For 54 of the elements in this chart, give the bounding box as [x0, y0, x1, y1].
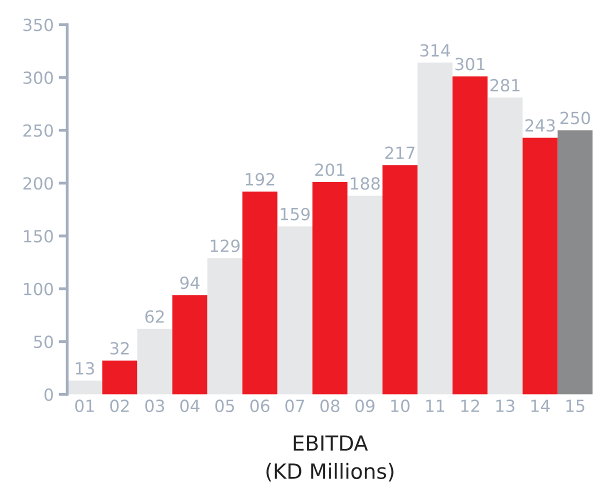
x-tick-label: 09 [355, 400, 374, 412]
bar [522, 138, 558, 394]
x-tick-label: 01 [75, 400, 94, 412]
data-label: 32 [110, 342, 129, 355]
bar [488, 98, 523, 394]
y-tick-label: 0 [44, 388, 53, 401]
bar [277, 226, 312, 394]
bar [67, 380, 102, 394]
data-label: 129 [210, 240, 240, 252]
y-tick-label: 200 [23, 177, 53, 190]
y-tick-label: 350 [23, 18, 53, 32]
data-label: 188 [350, 177, 380, 190]
x-tick-label: 14 [531, 400, 550, 412]
x-tick-label: 07 [285, 400, 304, 412]
x-tick-label: 12 [461, 400, 479, 412]
x-tick-label: 11 [426, 400, 444, 412]
bar [102, 360, 138, 394]
data-label: 94 [180, 276, 200, 290]
y-tick-label: 150 [24, 230, 53, 243]
bar [418, 62, 453, 394]
bar [558, 130, 593, 394]
y-tick-label: 100 [24, 282, 53, 296]
bar [382, 165, 418, 394]
data-label: 250 [560, 112, 590, 124]
x-tick-label: 06 [250, 400, 270, 412]
x-tick-label: 15 [566, 400, 584, 412]
y-tick-label: 50 [34, 336, 53, 348]
x-tick-label: 03 [145, 400, 164, 412]
x-axis-title: EBITDA (KD Millions) [266, 435, 394, 482]
x-tick-label: 05 [215, 400, 234, 412]
bar [172, 295, 208, 394]
bar [207, 258, 242, 394]
bar [312, 182, 348, 394]
x-tick-label: 13 [496, 400, 514, 412]
x-tick-label: 10 [391, 400, 410, 412]
bar [137, 328, 172, 394]
data-label: 217 [385, 146, 414, 159]
data-label: 159 [280, 208, 310, 220]
x-tick-label: 04 [180, 400, 200, 412]
data-label: 314 [420, 44, 450, 57]
data-label: 192 [246, 172, 274, 186]
x-tick-label: 02 [110, 400, 129, 412]
bar [242, 192, 278, 394]
x-tick-label: 08 [320, 400, 340, 412]
data-label: 13 [76, 362, 94, 375]
data-label: 201 [315, 163, 344, 176]
data-label: 301 [455, 58, 484, 70]
bar [347, 196, 382, 394]
y-tick-label: 250 [23, 124, 53, 137]
y-tick-label: 300 [23, 71, 53, 84]
bar [452, 76, 488, 394]
data-label: 62 [145, 310, 164, 323]
data-label: 243 [525, 119, 555, 132]
data-label: 281 [490, 78, 520, 92]
